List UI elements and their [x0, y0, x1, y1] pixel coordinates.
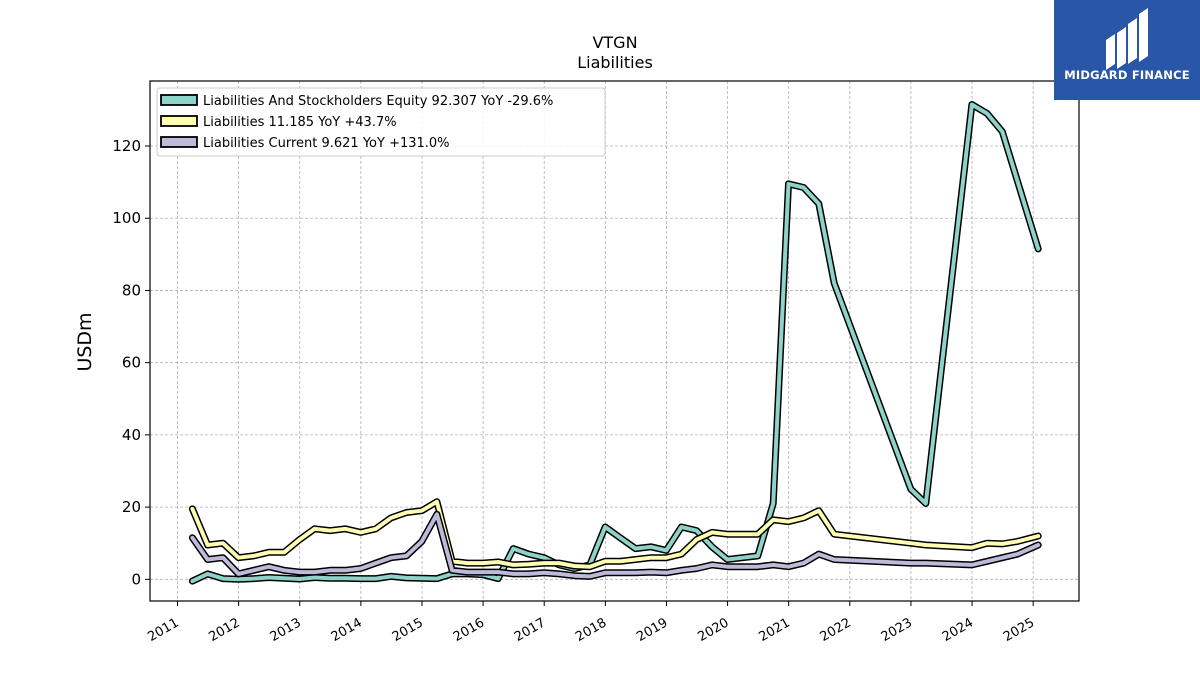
midgard-logo-icon: [1054, 0, 1200, 100]
x-tick-label: 2015: [390, 615, 426, 645]
legend: Liabilities And Stockholders Equity 92.3…: [156, 87, 606, 157]
brand-logo: MIDGARD FINANCE: [1054, 0, 1200, 100]
plot-area: [188, 101, 1042, 585]
y-tick-label: 60: [122, 354, 141, 372]
y-axis-label: USDm: [74, 312, 96, 371]
y-tick-label: 0: [131, 570, 141, 588]
legend-label: Liabilities Current 9.621 YoY +131.0%: [203, 136, 450, 151]
y-tick-label: 40: [122, 426, 141, 444]
y-tick-label: 100: [112, 209, 141, 227]
x-tick-label: 2013: [268, 615, 304, 645]
series-line: [190, 499, 1041, 569]
series-line-outline: [188, 101, 1042, 585]
x-tick-label: 2024: [940, 615, 976, 645]
y-tick-label: 120: [112, 137, 141, 155]
grid: [150, 81, 1079, 601]
axes-frame: [149, 80, 1080, 602]
x-tick-label: 2019: [634, 615, 670, 645]
x-tick-label: 2025: [1001, 615, 1037, 645]
legend-label: Liabilities And Stockholders Equity 92.3…: [203, 94, 553, 109]
x-tick-label: 2016: [451, 615, 487, 645]
x-tick-label: 2018: [573, 615, 609, 645]
brand-name: MIDGARD FINANCE: [1064, 68, 1190, 82]
chart-subtitle: Liabilities: [577, 53, 653, 72]
series-line: [190, 512, 1041, 579]
series-0: [188, 101, 1042, 585]
legend-swatch: [160, 136, 198, 148]
x-tick-label: 2012: [206, 615, 242, 645]
x-tick-label: 2011: [145, 615, 181, 645]
x-tick-label: 2022: [818, 615, 854, 645]
y-tick-label: 80: [122, 281, 141, 299]
x-tick-label: 2021: [757, 615, 793, 645]
legend-swatch: [160, 94, 198, 106]
y-tick-label: 20: [122, 498, 141, 516]
series-2: [188, 510, 1042, 580]
series-1: [188, 498, 1042, 571]
x-tick-label: 2020: [695, 615, 731, 645]
series-line: [190, 102, 1041, 584]
x-tick-label: 2017: [512, 615, 548, 645]
legend-box: [156, 87, 606, 157]
chart-title: VTGN: [592, 33, 637, 52]
x-tick-label: 2014: [329, 615, 365, 645]
legend-swatch: [160, 115, 198, 127]
legend-label: Liabilities 11.185 YoY +43.7%: [203, 115, 397, 130]
x-tick-label: 2023: [879, 615, 915, 645]
